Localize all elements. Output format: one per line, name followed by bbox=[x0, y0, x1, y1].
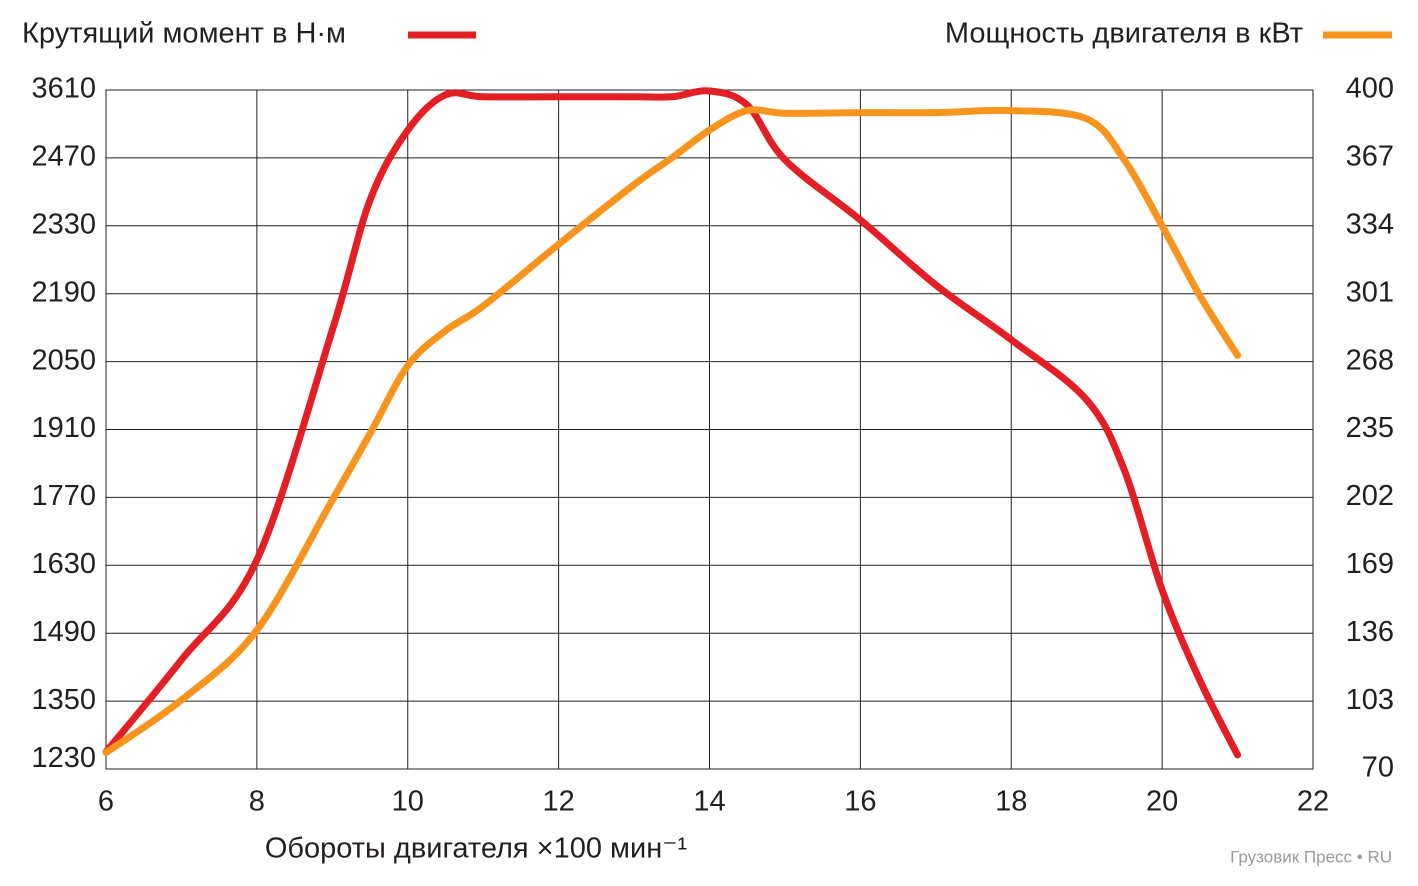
x-tick-label: 20 bbox=[1146, 786, 1178, 818]
y-tick-label: 1350 bbox=[31, 684, 96, 716]
y2-tick-label: 268 bbox=[1346, 344, 1394, 376]
legend-label: Крутящий момент в Н·м bbox=[22, 18, 346, 50]
y-tick-label: 1910 bbox=[31, 412, 96, 444]
y2-tick-label: 103 bbox=[1346, 684, 1394, 716]
legend-label: Мощность двигателя в кВт bbox=[945, 18, 1303, 50]
y-tick-label: 2470 bbox=[31, 141, 96, 173]
y-tick-label: 2050 bbox=[31, 344, 96, 376]
y2-tick-label: 367 bbox=[1346, 141, 1394, 173]
y2-tick-label: 235 bbox=[1346, 412, 1394, 444]
y2-tick-label: 70 bbox=[1362, 752, 1394, 784]
x-tick-label: 16 bbox=[844, 786, 876, 818]
y2-tick-label: 400 bbox=[1346, 73, 1394, 105]
series-line bbox=[102, 87, 1242, 759]
source: Грузовик Пресс • RU bbox=[1230, 847, 1392, 866]
x-tick-label: 10 bbox=[392, 786, 424, 818]
y2-tick-label: 301 bbox=[1346, 276, 1394, 308]
x-axis-label: Обороты двигателя ×100 мин⁻¹ bbox=[265, 833, 688, 865]
y2-tick-label: 169 bbox=[1346, 548, 1394, 580]
x-tick-label: 18 bbox=[995, 786, 1027, 818]
y-tick-label: 1770 bbox=[31, 480, 96, 512]
x-tick-label: 12 bbox=[542, 786, 574, 818]
y2-tick-label: 334 bbox=[1346, 208, 1394, 240]
x-tick-label: 22 bbox=[1297, 786, 1329, 818]
x-tick-label: 6 bbox=[98, 786, 114, 818]
y2-tick-label: 202 bbox=[1346, 480, 1394, 512]
y-tick-label: 1490 bbox=[31, 616, 96, 648]
y-tick-label: 2330 bbox=[31, 208, 96, 240]
x-tick-label: 14 bbox=[693, 786, 725, 818]
y2-tick-label: 136 bbox=[1346, 616, 1394, 648]
y-tick-label: 1630 bbox=[31, 548, 96, 580]
series-line bbox=[102, 106, 1242, 757]
y-tick-label: 3610 bbox=[31, 73, 96, 105]
x-tick-label: 8 bbox=[249, 786, 265, 818]
y-tick-label: 2190 bbox=[31, 276, 96, 308]
y-tick-label: 1230 bbox=[31, 742, 96, 774]
